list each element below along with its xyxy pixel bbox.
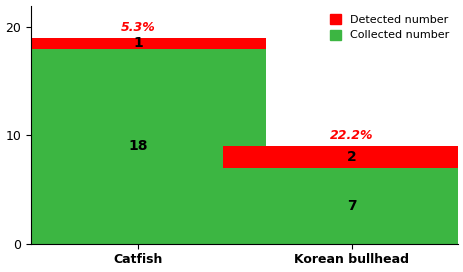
Bar [10,38,266,49]
Legend: Detected number, Collected number: Detected number, Collected number [326,11,452,44]
Bar [10,49,266,244]
Text: 7: 7 [346,199,356,213]
Text: 5.3%: 5.3% [120,21,155,34]
Text: 1: 1 [133,36,143,50]
Bar [223,146,463,168]
Text: 2: 2 [346,150,356,164]
Text: 18: 18 [128,139,147,153]
Text: 22.2%: 22.2% [329,129,373,142]
Bar [223,168,463,244]
